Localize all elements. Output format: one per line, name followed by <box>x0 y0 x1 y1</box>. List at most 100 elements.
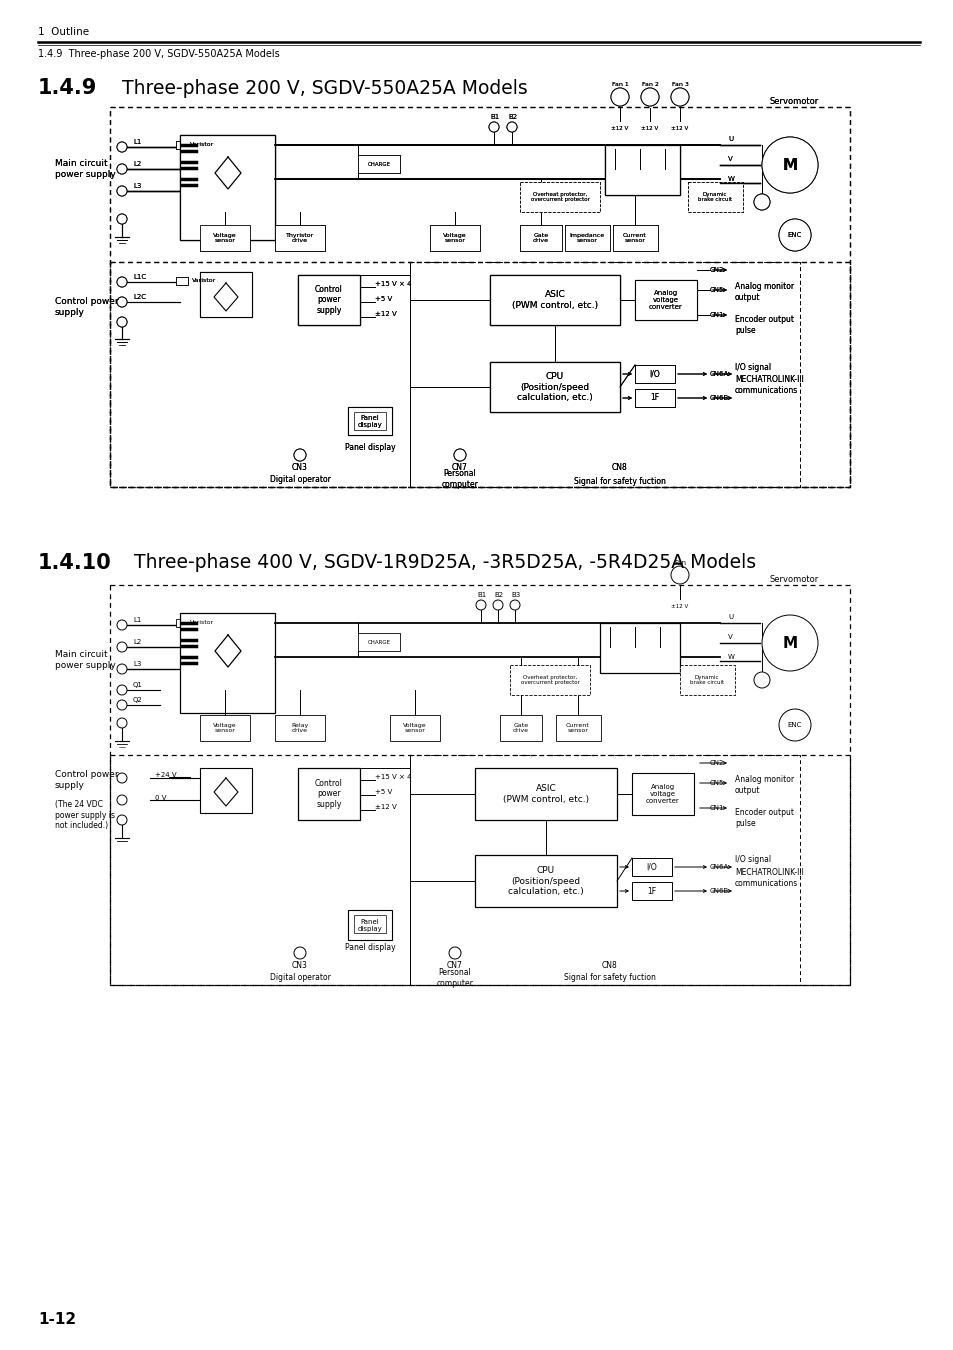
Text: Signal for safety fuction: Signal for safety fuction <box>574 478 665 486</box>
Circle shape <box>117 297 127 306</box>
Text: L1C: L1C <box>132 274 146 279</box>
Bar <box>297 768 359 819</box>
Bar <box>475 855 617 907</box>
Circle shape <box>117 317 127 327</box>
Text: 1.4.9: 1.4.9 <box>38 78 97 99</box>
Bar <box>297 275 359 325</box>
Text: ±12 V: ±12 V <box>671 127 688 131</box>
Text: Panel display: Panel display <box>344 443 395 451</box>
Circle shape <box>670 88 688 107</box>
Text: Control power
supply: Control power supply <box>55 297 118 317</box>
Text: CN5: CN5 <box>709 780 723 786</box>
Bar <box>599 622 679 674</box>
Circle shape <box>449 946 460 958</box>
Bar <box>354 915 386 933</box>
Text: Three-phase 200 V, SGDV-550A25A Models: Three-phase 200 V, SGDV-550A25A Models <box>110 78 527 97</box>
Text: CN3: CN3 <box>292 463 308 471</box>
Text: L2: L2 <box>132 639 141 645</box>
Bar <box>348 406 392 435</box>
Text: Main circuit
power supply: Main circuit power supply <box>55 159 115 178</box>
Text: ASIC
(PWM control, etc.): ASIC (PWM control, etc.) <box>512 290 598 309</box>
Text: CHARGE: CHARGE <box>367 640 390 644</box>
Bar <box>679 666 734 695</box>
Circle shape <box>753 672 769 688</box>
Text: Fan 3: Fan 3 <box>671 82 688 88</box>
Text: Q2: Q2 <box>132 697 143 703</box>
Text: CN7: CN7 <box>452 463 468 471</box>
Text: I/O signal: I/O signal <box>734 363 770 371</box>
Text: ASIC
(PWM control, etc.): ASIC (PWM control, etc.) <box>512 290 598 309</box>
Circle shape <box>117 701 127 710</box>
Text: B1: B1 <box>476 593 486 598</box>
Text: Servomotor: Servomotor <box>769 97 819 107</box>
Bar <box>430 225 479 251</box>
Text: Current
sensor: Current sensor <box>622 232 646 243</box>
Text: +24 V: +24 V <box>154 772 176 778</box>
Circle shape <box>117 643 127 652</box>
Text: Servomotor: Servomotor <box>769 575 819 585</box>
Text: L1: L1 <box>132 139 141 144</box>
Text: Gate
drive: Gate drive <box>533 232 548 243</box>
Text: L2C: L2C <box>132 294 146 300</box>
Bar <box>348 406 392 435</box>
Text: Overheat protector,
overcurrent protector: Overheat protector, overcurrent protecto… <box>530 192 589 202</box>
Text: Analog monitor
output: Analog monitor output <box>734 282 793 301</box>
Text: I/O: I/O <box>646 863 657 872</box>
Circle shape <box>506 122 517 132</box>
Text: ±12 V: ±12 V <box>671 605 688 609</box>
Text: Analog
voltage
converter: Analog voltage converter <box>648 290 682 310</box>
Bar <box>519 182 599 212</box>
Text: Voltage
sensor: Voltage sensor <box>213 232 236 243</box>
Text: ±12 V: ±12 V <box>640 127 658 131</box>
Text: Encoder output
pulse: Encoder output pulse <box>734 316 793 335</box>
Text: CN6B: CN6B <box>709 888 728 894</box>
Bar <box>175 277 188 285</box>
Bar <box>635 389 675 406</box>
Circle shape <box>294 450 306 460</box>
Circle shape <box>117 774 127 783</box>
Text: Fan 1: Fan 1 <box>611 82 628 88</box>
Text: 1  Outline: 1 Outline <box>38 27 89 36</box>
Text: ±12 V: ±12 V <box>611 127 628 131</box>
Text: Fan: Fan <box>673 560 685 566</box>
Text: CN2: CN2 <box>709 760 723 765</box>
Circle shape <box>117 215 127 224</box>
Circle shape <box>117 664 127 674</box>
Text: (The 24 VDC
power supply is
not included.): (The 24 VDC power supply is not included… <box>55 801 115 830</box>
Text: +15 V × 4: +15 V × 4 <box>375 281 411 288</box>
Text: CN1: CN1 <box>709 805 723 811</box>
Circle shape <box>117 795 127 805</box>
Text: CN7: CN7 <box>452 463 468 471</box>
Text: L1C: L1C <box>132 274 146 279</box>
Bar <box>180 613 274 713</box>
Bar <box>354 412 386 431</box>
Circle shape <box>454 450 465 460</box>
Circle shape <box>117 186 127 196</box>
Text: I/O signal: I/O signal <box>734 363 770 371</box>
Text: Current
sensor: Current sensor <box>622 232 646 243</box>
Text: Voltage
sensor: Voltage sensor <box>443 232 466 243</box>
Bar <box>175 140 188 148</box>
Text: Control power
supply: Control power supply <box>55 297 118 317</box>
Bar <box>110 107 849 487</box>
Text: B2: B2 <box>494 593 502 598</box>
Bar <box>564 225 609 251</box>
Text: B2: B2 <box>507 113 517 120</box>
Text: ASIC
(PWM control, etc.): ASIC (PWM control, etc.) <box>502 784 588 803</box>
Text: Personal
computer: Personal computer <box>436 968 473 988</box>
Text: +15 V × 4: +15 V × 4 <box>375 281 411 288</box>
Text: +5 V: +5 V <box>375 788 392 795</box>
Text: Q1: Q1 <box>132 682 143 688</box>
Text: L3: L3 <box>132 184 141 189</box>
Bar <box>200 225 250 251</box>
Bar <box>357 633 399 651</box>
Text: Signal for safety fuction: Signal for safety fuction <box>574 478 665 486</box>
Text: CN3: CN3 <box>292 463 308 471</box>
Circle shape <box>640 88 659 107</box>
Text: Digital operator: Digital operator <box>270 973 330 983</box>
Text: CPU
(Position/speed
calculation, etc.): CPU (Position/speed calculation, etc.) <box>517 373 592 402</box>
Text: 1F: 1F <box>650 393 659 402</box>
Text: Varistor: Varistor <box>192 278 216 282</box>
Text: ±12 V: ±12 V <box>611 127 628 131</box>
Circle shape <box>117 186 127 196</box>
